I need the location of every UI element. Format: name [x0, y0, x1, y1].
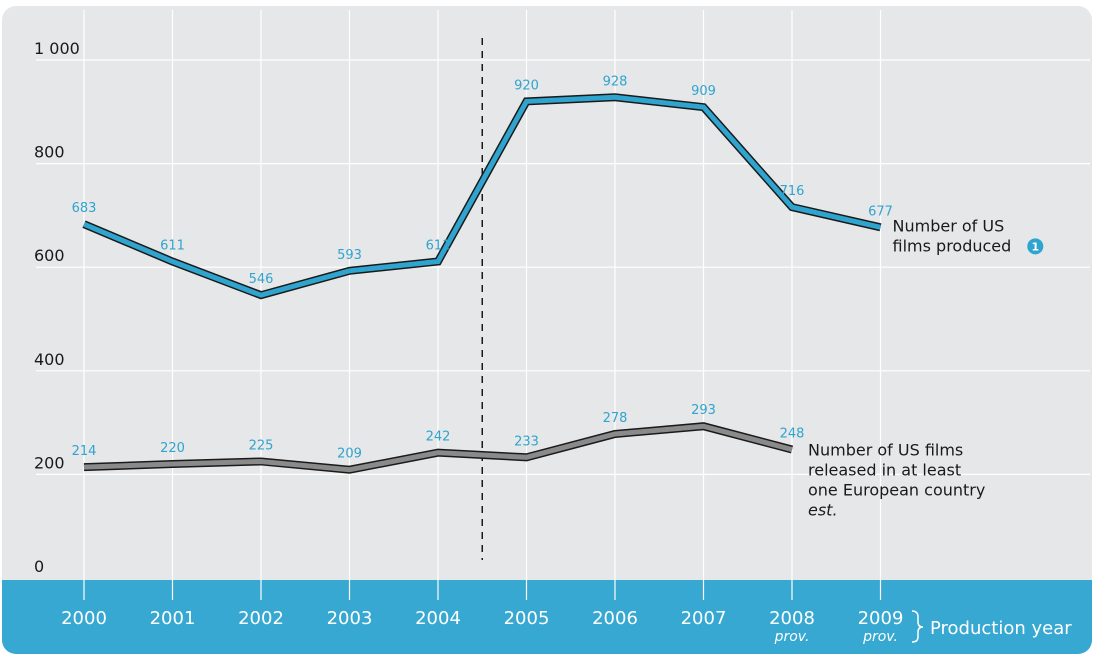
data-label: 683 — [72, 201, 97, 216]
y-tick-label: 400 — [34, 350, 65, 369]
x-axis-band-rect — [2, 580, 1092, 654]
x-axis-ticks: 2000 2001 2002 2003 2004 2005 2006 2007 2008prov… — [61, 608, 1072, 645]
chart-background — [2, 6, 1092, 654]
series-line-0 — [83, 94, 882, 298]
series-lines — [82, 93, 882, 474]
x-tick-label: 2006 — [592, 608, 638, 629]
y-tick-label: 1 000 — [34, 39, 80, 58]
x-tick-label: 2000 — [61, 608, 107, 629]
series-name-line: Number of US films — [808, 441, 963, 460]
footnote-badge — [1027, 238, 1044, 255]
footnote-badge-number: 1 — [1031, 240, 1039, 253]
y-axis-ticks: 0 200 400 600 800 1 000 — [34, 39, 80, 576]
data-label: 611 — [426, 239, 451, 254]
y-tick-label: 200 — [34, 453, 65, 472]
data-label: 225 — [249, 438, 274, 453]
data-label: 248 — [780, 427, 805, 442]
x-tick-label: 2005 — [504, 608, 550, 629]
y-tick-label: 800 — [34, 143, 65, 162]
series-line-1 — [83, 423, 793, 473]
data-label: 716 — [780, 184, 805, 199]
data-labels: 683 611 546 593 611 920 928 909 716 677 214 220 225 2… — [72, 74, 893, 461]
x-tick-label: 2008 — [769, 608, 815, 629]
y-tick-label: 600 — [34, 246, 65, 265]
series-name-line: films produced — [893, 236, 1012, 255]
x-tick-label: 2004 — [415, 608, 461, 629]
data-label: 209 — [337, 447, 362, 462]
x-tick-note: prov. — [862, 629, 898, 645]
series-note: est. — [808, 501, 838, 520]
x-tick-label: 2009 — [858, 608, 904, 629]
x-tick-label: 2002 — [238, 608, 284, 629]
x-tick-label: 2007 — [681, 608, 727, 629]
x-tick-label: 2001 — [150, 608, 196, 629]
series-name-line: released in at least — [808, 461, 961, 480]
data-label: 928 — [603, 74, 628, 89]
data-label: 220 — [160, 441, 185, 456]
data-label: 920 — [514, 78, 539, 93]
series-name-line: one European country — [808, 481, 985, 500]
data-label: 278 — [603, 411, 628, 426]
data-label: 214 — [72, 444, 97, 459]
x-axis-band — [2, 580, 1092, 654]
data-label: 611 — [160, 239, 185, 254]
data-label: 593 — [337, 248, 362, 263]
axis-title-brace — [911, 610, 924, 643]
data-label: 233 — [514, 434, 539, 449]
data-label: 242 — [426, 430, 451, 445]
data-label: 677 — [868, 204, 893, 219]
series-name-line: Number of US — [893, 216, 1005, 235]
x-tick-note: prov. — [774, 629, 810, 645]
x-axis-title: Production year — [930, 618, 1072, 639]
data-label: 293 — [691, 403, 716, 418]
x-tick-label: 2003 — [327, 608, 373, 629]
data-label: 546 — [249, 272, 274, 287]
y-tick-label: 0 — [34, 557, 44, 576]
data-label: 909 — [691, 84, 716, 99]
